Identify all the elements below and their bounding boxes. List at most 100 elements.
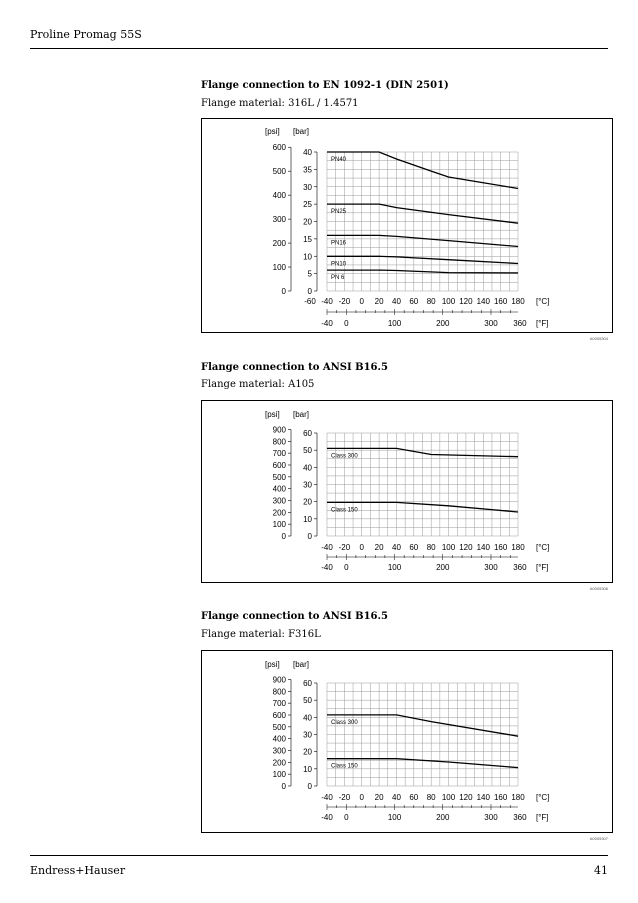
pressure-temperature-chart-en1092: [psi] [bar]051015202530354001002003004005… xyxy=(265,127,549,328)
x-tick-celsius-label: 80 xyxy=(427,297,436,306)
x-unit-fahrenheit: [°F] xyxy=(536,813,549,822)
y-tick-psi-label: 300 xyxy=(273,746,287,755)
unit-label-psi: [psi] xyxy=(265,660,280,669)
chart-frame-en1092: [psi] [bar] 0 5 10 15 20 25 30 35 40 0 100 200 300 400 5… xyxy=(201,118,613,333)
x-tick-fahrenheit-label: 360 xyxy=(513,319,527,328)
y-tick-psi-label: 600 xyxy=(273,461,287,470)
x-tick-celsius-label: 180 xyxy=(511,543,525,552)
x-tick-celsius-label: 160 xyxy=(494,543,508,552)
y-tick-psi-label: 700 xyxy=(273,449,287,458)
series-label-class300: Class 300 xyxy=(331,720,358,726)
chart-grid xyxy=(326,432,519,537)
section-title-ansi-f316l: Flange connection to ANSI B16.5 xyxy=(201,611,388,622)
y-tick-psi-label: 500 xyxy=(273,723,287,732)
x-tick-celsius-label: 100 xyxy=(442,543,456,552)
x-tick-celsius-label: 120 xyxy=(459,297,473,306)
x-tick-fahrenheit-label: 0 xyxy=(344,319,349,328)
chart-frame-ansi-a105: [psi] [bar] 0 10 20 30 40 50 60 0 100 200 300 400 500 6… xyxy=(201,400,613,583)
x-tick-celsius-label: 80 xyxy=(427,793,436,802)
series-line-class300 xyxy=(327,714,519,737)
series-line-class300 xyxy=(327,447,519,458)
y-tick-psi-label: 0 xyxy=(282,782,287,791)
y-tick-bar-label: 35 xyxy=(303,165,312,174)
x-unit-celsius: [°C] xyxy=(536,297,549,306)
y-tick-psi-label: 0 xyxy=(282,532,287,541)
x-tick-celsius-label: -20 xyxy=(339,793,351,802)
x-tick-fahrenheit-label: 100 xyxy=(388,813,402,822)
y-tick-psi-label: 200 xyxy=(273,508,287,517)
series-label-pn6: PN 6 xyxy=(331,275,345,281)
chart-grid xyxy=(326,151,519,292)
y-tick-bar-label: 25 xyxy=(303,200,312,209)
y-tick-bar-label: 50 xyxy=(303,446,312,455)
x-tick-celsius-label: 160 xyxy=(494,793,508,802)
series-line-pn16 xyxy=(327,234,519,248)
y-tick-psi-label: 300 xyxy=(273,215,287,224)
x-tick-fahrenheit-label: -40 xyxy=(321,563,333,572)
x-tick-celsius-label: 40 xyxy=(392,297,401,306)
x-tick-fahrenheit-label: 100 xyxy=(388,319,402,328)
x-tick-celsius-label: 80 xyxy=(427,543,436,552)
x-unit-celsius: [°C] xyxy=(536,793,549,802)
series-line-class150 xyxy=(327,758,519,769)
series-label-class150: Class 150 xyxy=(331,764,358,770)
y-tick-psi-label: 600 xyxy=(273,711,287,720)
x-tick-celsius-label: 120 xyxy=(459,543,473,552)
x-tick-celsius-label: 140 xyxy=(477,543,491,552)
series-label-pn10: PN10 xyxy=(331,261,347,267)
x-tick-celsius-label: 160 xyxy=(494,297,508,306)
y-tick-bar-label: 0 xyxy=(308,532,313,541)
unit-label-bar: [bar] xyxy=(293,410,309,419)
x-tick-celsius-label: 40 xyxy=(392,543,401,552)
y-tick-bar-label: 20 xyxy=(303,748,312,757)
x-tick-fahrenheit-label: 100 xyxy=(388,563,402,572)
y-tick-psi-label: 900 xyxy=(273,425,287,434)
x-tick-celsius-label: 20 xyxy=(375,543,384,552)
y-tick-psi-label: 0 xyxy=(282,287,287,296)
y-tick-bar-label: 0 xyxy=(308,782,313,791)
x-unit-fahrenheit: [°F] xyxy=(536,319,549,328)
y-tick-bar-label: 40 xyxy=(303,148,312,157)
x-tick-celsius-label: 60 xyxy=(409,543,418,552)
section-title-ansi-a105: Flange connection to ANSI B16.5 xyxy=(201,362,388,373)
x-unit-celsius: [°C] xyxy=(536,543,549,552)
chart-group: [psi] [bar]010203040506001002003004005006… xyxy=(265,410,549,572)
series-line-class150 xyxy=(327,501,519,513)
y-tick-bar-label: 5 xyxy=(308,270,313,279)
chart-group: [psi] [bar]051015202530354001002003004005… xyxy=(265,127,549,328)
y-tick-bar-label: 10 xyxy=(303,765,312,774)
x-tick-celsius-label: -20 xyxy=(339,543,351,552)
y-tick-psi-label: 800 xyxy=(273,687,287,696)
pressure-temperature-chart-ansi-a105: [psi] [bar]010203040506001002003004005006… xyxy=(265,410,549,572)
x-tick-celsius-label: 180 xyxy=(511,793,525,802)
x-tick-celsius-label: 120 xyxy=(459,793,473,802)
x-tick-celsius-label: 20 xyxy=(375,297,384,306)
section-subtitle-ansi-f316l: Flange material: F316L xyxy=(201,629,321,640)
section-subtitle-en1092: Flange material: 316L / 1.4571 xyxy=(201,98,359,109)
x-tick-fahrenheit-label: 300 xyxy=(484,813,498,822)
series-line-pn25 xyxy=(327,203,519,224)
x-tick-fahrenheit-label: -40 xyxy=(321,813,333,822)
x-tick-celsius-label: 0 xyxy=(360,793,365,802)
chart-frame-ansi-f316l: [psi] [bar] 0 10 20 30 40 50 60 0 100 200 300 400 500 6… xyxy=(201,650,613,833)
y-tick-psi-label: 500 xyxy=(273,473,287,482)
y-tick-psi-label: 300 xyxy=(273,496,287,505)
y-tick-bar-label: 20 xyxy=(303,218,312,227)
figure-id: A0005306 xyxy=(589,586,608,591)
y-tick-psi-label: 400 xyxy=(273,735,287,744)
y-tick-bar-label: 60 xyxy=(303,679,312,688)
x-tick-celsius-label: 100 xyxy=(442,793,456,802)
x-tick-celsius-label: 100 xyxy=(442,297,456,306)
y-tick-bar-label: 40 xyxy=(303,463,312,472)
x-tick-fahrenheit-label: 360 xyxy=(513,563,527,572)
y-tick-psi-label: 700 xyxy=(273,699,287,708)
y-tick-psi-label: 100 xyxy=(273,520,287,529)
x-tick-fahrenheit-label: 300 xyxy=(484,563,498,572)
x-unit-fahrenheit: [°F] xyxy=(536,563,549,572)
section-title-en1092: Flange connection to EN 1092-1 (DIN 2501… xyxy=(201,80,449,91)
series-line-pn40 xyxy=(327,151,519,190)
chart-grid xyxy=(326,682,519,787)
series-label-class300: Class 300 xyxy=(331,453,358,459)
unit-label-bar: [bar] xyxy=(293,660,309,669)
x-tick-celsius-label: 0 xyxy=(360,543,365,552)
